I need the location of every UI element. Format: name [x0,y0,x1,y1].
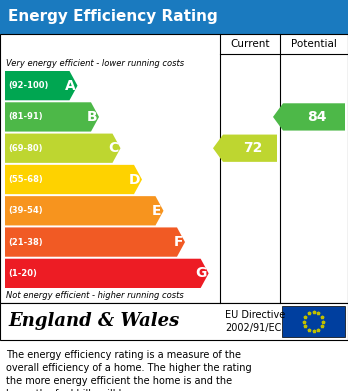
Polygon shape [5,71,78,100]
Text: (39-54): (39-54) [8,206,42,215]
Bar [0,34,348,303]
Text: G: G [195,266,207,280]
Polygon shape [5,165,142,194]
Text: Energy Efficiency Rating: Energy Efficiency Rating [8,9,218,25]
Text: Current: Current [230,39,270,49]
Text: F: F [174,235,183,249]
Text: 84: 84 [307,110,327,124]
Text: the more energy efficient the home is and the: the more energy efficient the home is an… [6,376,232,386]
Polygon shape [5,228,185,257]
Text: (21-38): (21-38) [8,238,42,247]
Text: A: A [65,79,76,93]
Text: C: C [108,141,119,155]
Bar [0,303,348,340]
Text: Not energy efficient - higher running costs: Not energy efficient - higher running co… [6,291,184,300]
Text: (81-91): (81-91) [8,113,42,122]
Polygon shape [5,259,209,288]
Bar [282,306,345,337]
Text: lower the fuel bills will be.: lower the fuel bills will be. [6,389,134,391]
Text: overall efficiency of a home. The higher the rating: overall efficiency of a home. The higher… [6,363,252,373]
Text: England & Wales: England & Wales [8,312,179,330]
Text: Potential: Potential [291,39,337,49]
Text: Very energy efficient - lower running costs: Very energy efficient - lower running co… [6,59,184,68]
Text: E: E [152,204,161,218]
Text: 2002/91/EC: 2002/91/EC [225,323,282,332]
Text: (69-80): (69-80) [8,144,42,153]
Text: (92-100): (92-100) [8,81,48,90]
Text: D: D [128,172,140,187]
Text: (1-20): (1-20) [8,269,37,278]
Text: B: B [86,110,97,124]
Polygon shape [5,102,99,131]
Polygon shape [273,103,345,131]
Text: EU Directive: EU Directive [225,310,285,321]
Text: 72: 72 [243,141,263,155]
Bar [0,0,348,34]
Polygon shape [5,134,120,163]
Text: The energy efficiency rating is a measure of the: The energy efficiency rating is a measur… [6,350,241,360]
Polygon shape [5,196,164,226]
Text: (55-68): (55-68) [8,175,43,184]
Polygon shape [213,135,277,162]
